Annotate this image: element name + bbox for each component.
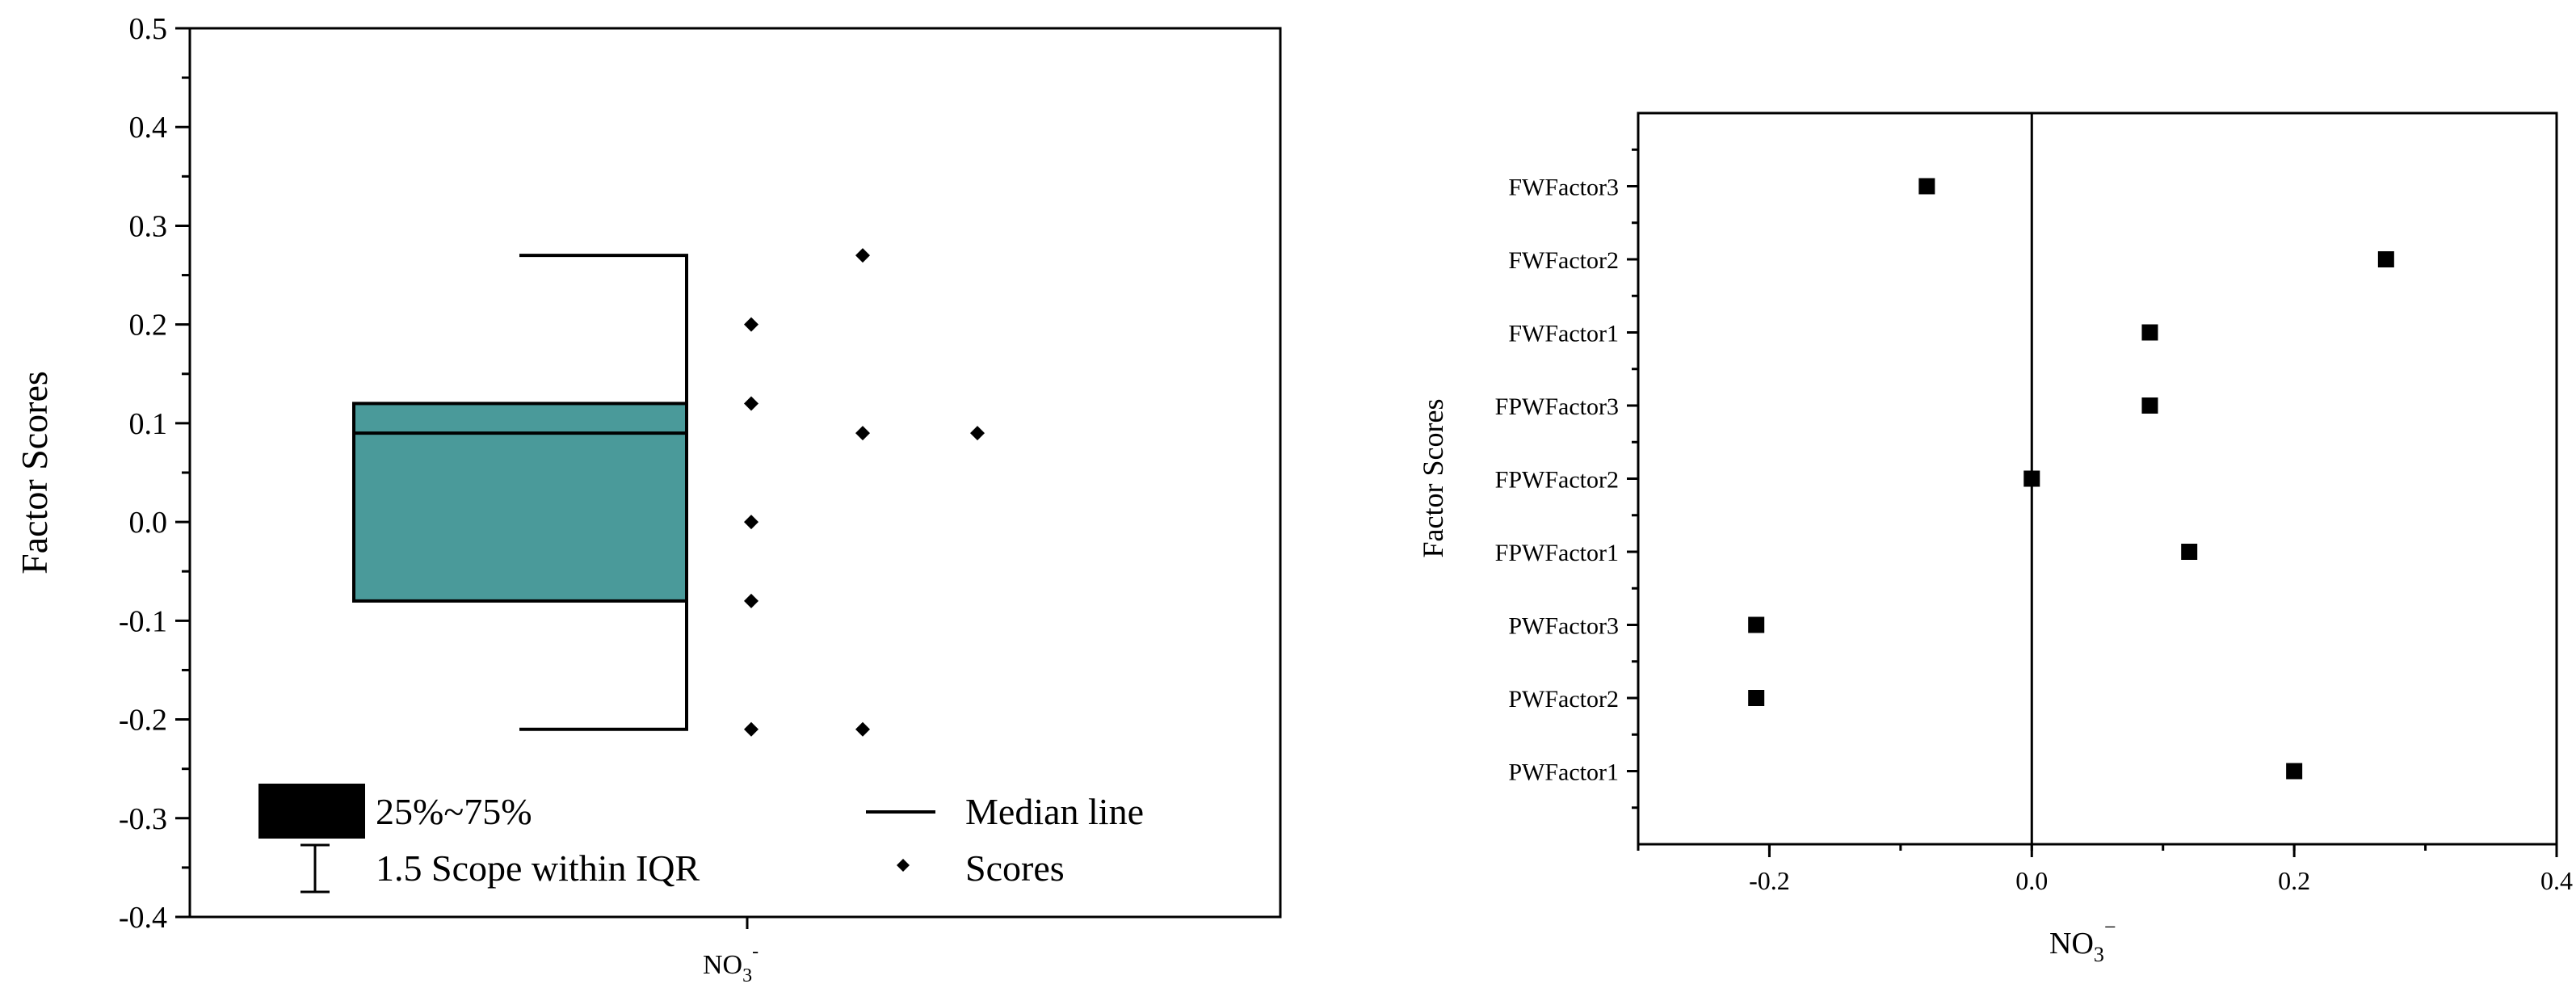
scatter-point [2286, 763, 2303, 780]
category-label: FPWFactor3 [1495, 393, 1619, 420]
scatter-point [2141, 324, 2158, 341]
scatter-point [2023, 470, 2040, 487]
legend-scores-swatch [897, 859, 910, 872]
scatter-chart-frame [1637, 111, 2558, 846]
legend-whisker-swatch [300, 843, 330, 894]
legend-box-label: 25%~75% [376, 791, 532, 832]
box-chart-x-tick-label: NO3- [703, 941, 759, 986]
scatter-point [1748, 616, 1765, 633]
scatter-points [1748, 178, 2394, 780]
category-label: FWFactor1 [1508, 321, 1619, 347]
y-tick-label: 0.4 [129, 111, 168, 145]
category-label: PWFactor3 [1508, 613, 1619, 640]
score-point [744, 317, 759, 332]
scatter-chart-x-axis: -0.2 0.0 0.2 0.4 [1637, 844, 2573, 895]
y-tick-label: 0.0 [129, 506, 168, 540]
y-tick-label: 0.2 [129, 309, 168, 343]
y-tick-label: 0.5 [129, 12, 168, 46]
category-label: PWFactor1 [1508, 759, 1619, 786]
x-tick-label: 0.4 [2540, 866, 2573, 895]
category-label: PWFactor2 [1508, 686, 1619, 713]
y-tick-label: 0.1 [129, 407, 168, 441]
scatter-chart-x-axis-label: NO3− [2049, 915, 2116, 966]
x-tick-label: 0.0 [2015, 866, 2048, 895]
score-point [744, 721, 759, 737]
score-point [744, 593, 759, 608]
legend-box-swatch [258, 784, 365, 839]
iqr-box [352, 402, 688, 603]
y-tick-label: 0.3 [129, 209, 168, 243]
y-tick-label: -0.4 [119, 901, 167, 935]
x-tick-label: 0.2 [2278, 866, 2310, 895]
score-point [970, 426, 985, 441]
box-chart-y-axis: -0.4 -0.3 -0.2 -0.1 0.0 0.1 0.2 0.3 0.4 0.5 [119, 12, 190, 935]
whisker-bracket [519, 254, 688, 731]
box-chart: -0.4 -0.3 -0.2 -0.1 0.0 0.1 0.2 0.3 0.4 0.5 Facto… [14, 12, 1282, 986]
legend-median-label: Median line [965, 791, 1144, 832]
category-label: FWFactor2 [1508, 247, 1619, 274]
scatter-point [2181, 544, 2198, 560]
score-point [855, 426, 870, 441]
score-points [744, 248, 985, 737]
category-label: FPWFactor2 [1495, 467, 1619, 494]
scatter-chart: PWFactor1 PWFactor2 PWFactor3 FPWFactor1 FPW… [1417, 111, 2573, 966]
y-tick-label: -0.1 [119, 604, 167, 638]
score-point [855, 248, 870, 263]
legend-whisker-label: 1.5 Scope within IQR [376, 847, 700, 889]
box-chart-y-axis-label: Factor Scores [14, 371, 55, 574]
scatter-point [1918, 178, 1935, 195]
score-point [855, 721, 870, 737]
scatter-point [1748, 690, 1765, 706]
legend-scores-label: Scores [965, 847, 1065, 889]
score-point [744, 396, 759, 411]
scatter-chart-y-axis-label: Factor Scores [1417, 399, 1449, 558]
y-tick-label: -0.3 [119, 802, 167, 836]
x-tick-label: -0.2 [1749, 866, 1790, 895]
y-tick-label: -0.2 [119, 704, 167, 738]
score-point [744, 515, 759, 530]
scatter-point [2377, 251, 2394, 267]
category-label: FPWFactor1 [1495, 540, 1619, 566]
category-label: FWFactor3 [1508, 175, 1619, 201]
scatter-point [2141, 397, 2158, 414]
scatter-chart-y-axis: PWFactor1 PWFactor2 PWFactor3 FPWFactor1 FPW… [1495, 148, 1638, 809]
box-chart-legend: 25%~75% 1.5 Scope within IQR Median line… [258, 784, 1144, 894]
